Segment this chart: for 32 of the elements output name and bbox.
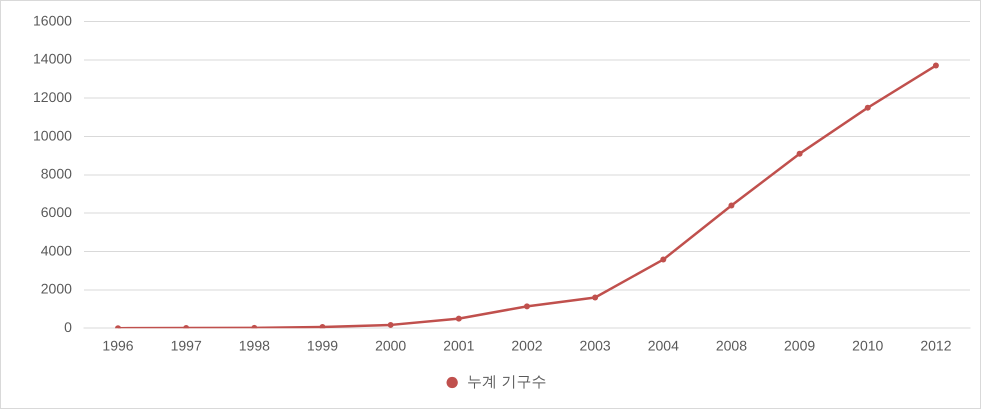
x-tick-label: 2000 — [375, 337, 406, 354]
point — [388, 322, 394, 328]
y-tick-label: 2000 — [40, 280, 72, 297]
y-tick-label: 10000 — [32, 127, 72, 144]
x-tick-label: 1999 — [306, 337, 338, 354]
y-tick-label: 6000 — [40, 204, 72, 220]
point — [592, 294, 598, 301]
x-tick-label: 2002 — [511, 337, 543, 354]
x-tick-label: 2001 — [443, 337, 475, 354]
y-tick-label: 0 — [64, 319, 72, 336]
point — [864, 104, 871, 111]
y-tick-label: 4000 — [40, 242, 72, 258]
point — [728, 202, 734, 208]
x-tick-label: 2012 — [920, 337, 952, 354]
x-tick-label: 2003 — [580, 337, 611, 354]
x-tick-label: 1996 — [102, 337, 134, 354]
y-tick-label: 12000 — [32, 88, 72, 105]
x-tick-label: 2008 — [716, 337, 748, 354]
point — [456, 316, 462, 322]
point — [932, 62, 939, 69]
legend-label: 누계 기구수 — [467, 374, 546, 391]
y-tick-label: 14000 — [32, 50, 72, 67]
y-tick-label: 16000 — [32, 12, 72, 28]
x-tick-label: 2009 — [784, 337, 816, 354]
point — [660, 256, 666, 263]
x-tick-label: 1997 — [170, 337, 202, 354]
y-tick-label: 8000 — [40, 166, 72, 182]
point — [524, 303, 530, 310]
x-tick-label: 2010 — [852, 337, 884, 354]
x-tick-label: 2004 — [648, 337, 680, 354]
x-tick-label: 1998 — [238, 337, 270, 354]
point — [796, 150, 803, 157]
